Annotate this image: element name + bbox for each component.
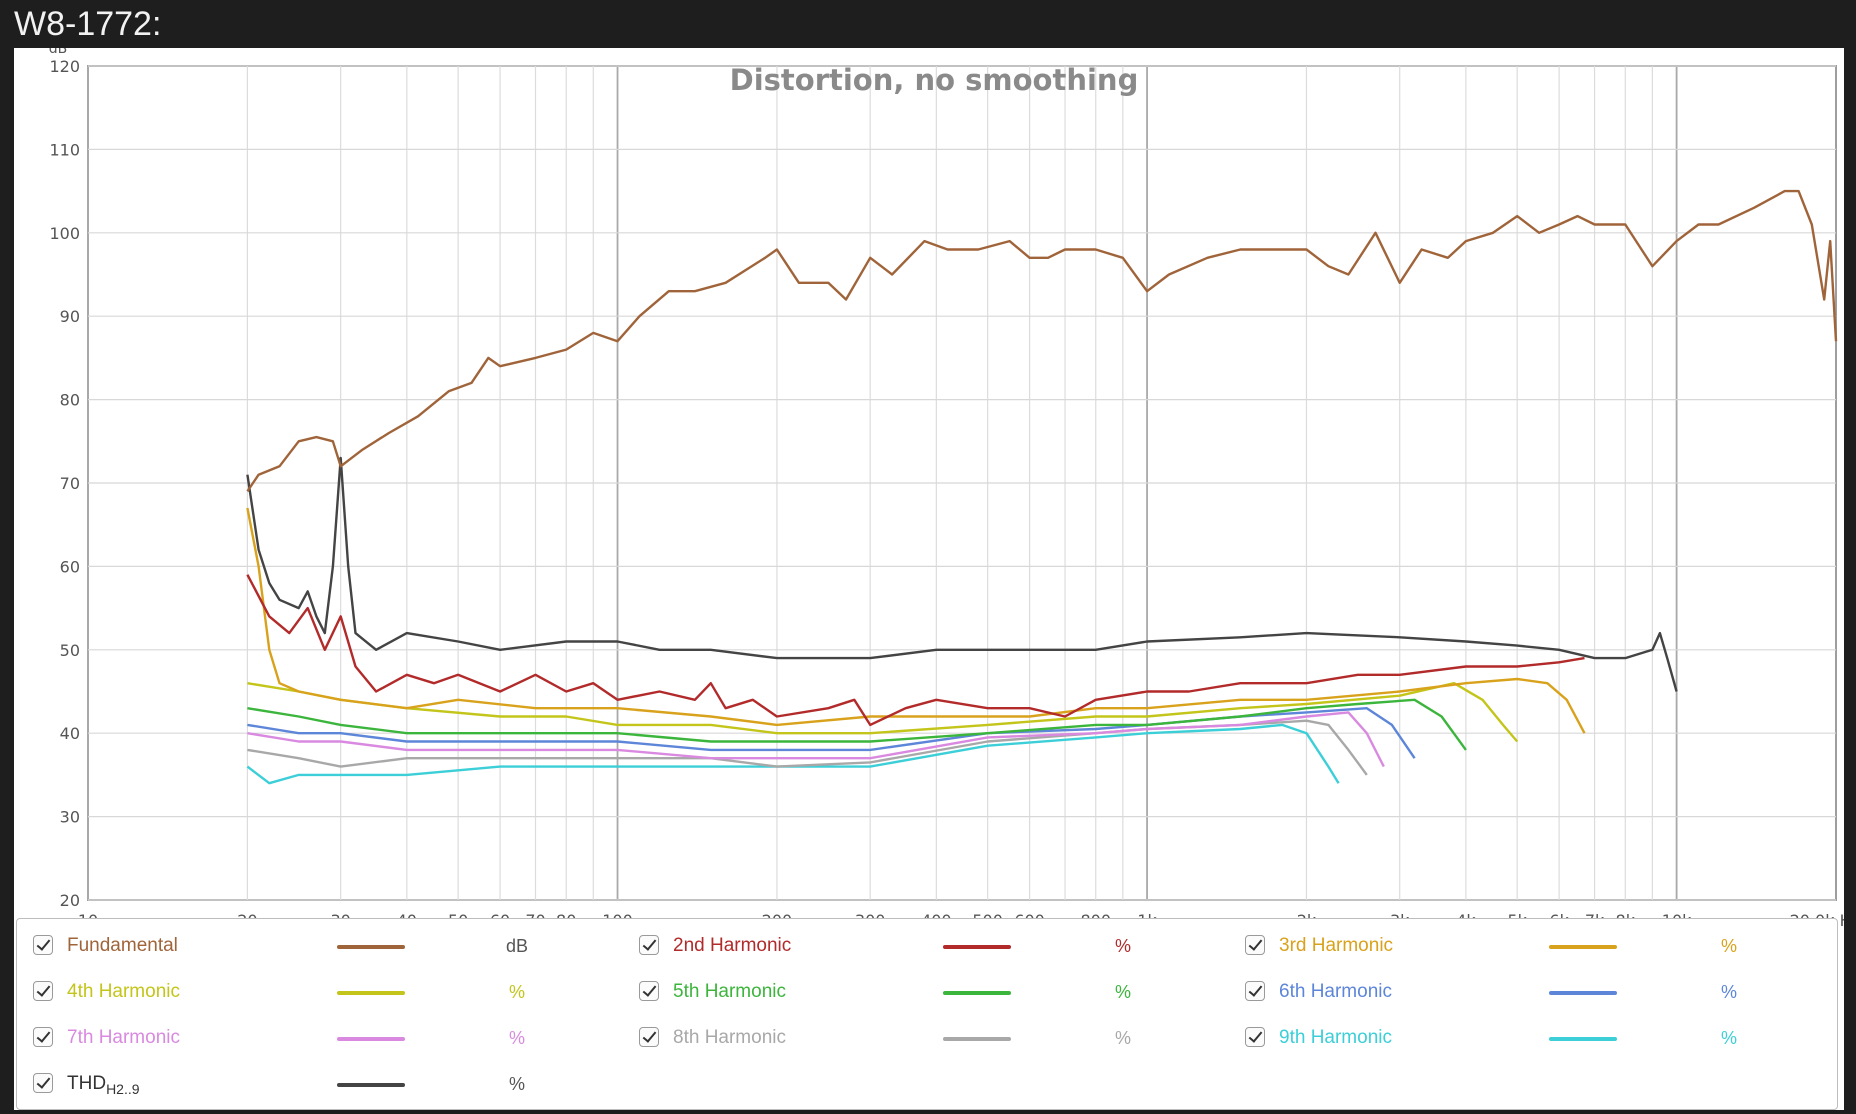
window-header: W8-1772: — [0, 0, 1856, 48]
legend-swatch — [943, 1037, 1011, 1041]
legend-item-fundamental: Fundamental dB — [17, 931, 617, 961]
legend-unit: % — [1720, 982, 1737, 1002]
legend-label: 4th Harmonic — [67, 981, 180, 1002]
legend-swatch — [337, 1083, 405, 1087]
legend-label: THDH2..9 — [67, 1073, 140, 1097]
legend-swatch — [337, 991, 405, 995]
y-tick-label: 120 — [49, 57, 80, 76]
legend-item-8th-harmonic: 8th Harmonic% — [623, 1023, 1223, 1053]
y-tick-label: 20 — [60, 891, 80, 910]
legend-swatch — [337, 1037, 405, 1041]
legend-checkbox-fundamental[interactable] — [33, 935, 53, 955]
legend-unit: dB — [505, 936, 529, 956]
y-tick-label: 40 — [60, 724, 80, 743]
series-line-6th-harmonic — [247, 707, 1416, 759]
y-tick-label: 30 — [60, 808, 80, 827]
legend-unit: % — [508, 1074, 525, 1094]
series-line-5th-harmonic — [247, 698, 1467, 751]
legend-item-7th-harmonic: 7th Harmonic% — [17, 1023, 617, 1053]
series-line-9th-harmonic — [246, 723, 1340, 785]
y-tick-label: 90 — [60, 307, 80, 326]
legend-item-2nd-harmonic: 2nd Harmonic% — [623, 931, 1223, 961]
legend-checkbox-8th-harmonic[interactable] — [639, 1027, 659, 1047]
legend-unit: % — [1114, 936, 1131, 956]
legend-item-9th-harmonic: 9th Harmonic% — [1229, 1023, 1829, 1053]
legend-unit: % — [1720, 1028, 1737, 1048]
legend-unit: % — [1114, 1028, 1131, 1048]
legend-checkbox-6th-harmonic[interactable] — [1245, 981, 1265, 1001]
legend-item-5th-harmonic: 5th Harmonic% — [623, 977, 1223, 1007]
y-axis-label: dB — [49, 48, 68, 57]
legend-item-4th-harmonic: 4th Harmonic% — [17, 977, 617, 1007]
legend-label: 6th Harmonic — [1279, 981, 1392, 1002]
legend-label: 7th Harmonic — [67, 1027, 180, 1048]
y-tick-label: 100 — [49, 224, 80, 243]
legend-swatch — [337, 945, 405, 949]
legend-panel: Fundamental dB 2nd Harmonic% 3rd Harmonic% 4… — [16, 918, 1838, 1110]
legend-item-6th-harmonic: 6th Harmonic% — [1229, 977, 1829, 1007]
legend-unit: % — [1114, 982, 1131, 1002]
window-title: W8-1772: — [14, 5, 162, 43]
series-line-2nd-harmonic — [246, 574, 1585, 727]
y-tick-label: 70 — [60, 474, 80, 493]
legend-label: 2nd Harmonic — [673, 935, 792, 956]
legend-label: Fundamental — [67, 935, 178, 956]
legend-unit: % — [1720, 936, 1737, 956]
series-line-8th-harmonic — [247, 719, 1368, 776]
legend-label: 8th Harmonic — [673, 1027, 786, 1048]
legend-unit: % — [508, 982, 525, 1002]
legend-swatch — [1549, 991, 1617, 995]
legend-checkbox-5th-harmonic[interactable] — [639, 981, 659, 1001]
legend-checkbox-4th-harmonic[interactable] — [33, 981, 53, 1001]
legend-item-3rd-harmonic: 3rd Harmonic% — [1229, 931, 1829, 961]
y-tick-label: 80 — [60, 391, 80, 410]
y-tick-label: 60 — [60, 557, 80, 576]
legend-label: 3rd Harmonic — [1279, 935, 1394, 956]
legend-checkbox-7th-harmonic[interactable] — [33, 1027, 53, 1047]
legend-item-thd: THDH2..9% — [17, 1069, 617, 1099]
series-line-thd — [246, 456, 1678, 692]
legend-checkbox-9th-harmonic[interactable] — [1245, 1027, 1265, 1047]
series-line-fundamental — [246, 189, 1838, 492]
distortion-chart: 2030405060708090100110120dB1020304050607… — [49, 48, 1844, 930]
y-tick-label: 50 — [60, 641, 80, 660]
legend-checkbox-3rd-harmonic[interactable] — [1245, 935, 1265, 955]
legend-swatch — [943, 991, 1011, 995]
legend-unit: % — [508, 1028, 525, 1048]
legend-checkbox-thd[interactable] — [33, 1073, 53, 1093]
legend-swatch — [1549, 1037, 1617, 1041]
legend-label: 9th Harmonic — [1279, 1027, 1392, 1048]
y-tick-label: 110 — [49, 140, 80, 159]
legend-swatch — [1549, 945, 1617, 949]
chart-title: Distortion, no smoothing — [730, 63, 1139, 97]
series-line-7th-harmonic — [247, 711, 1385, 768]
legend-swatch — [943, 945, 1011, 949]
series-line-3rd-harmonic — [246, 507, 1586, 734]
legend-label: 5th Harmonic — [673, 981, 786, 1002]
legend-checkbox-2nd-harmonic[interactable] — [639, 935, 659, 955]
